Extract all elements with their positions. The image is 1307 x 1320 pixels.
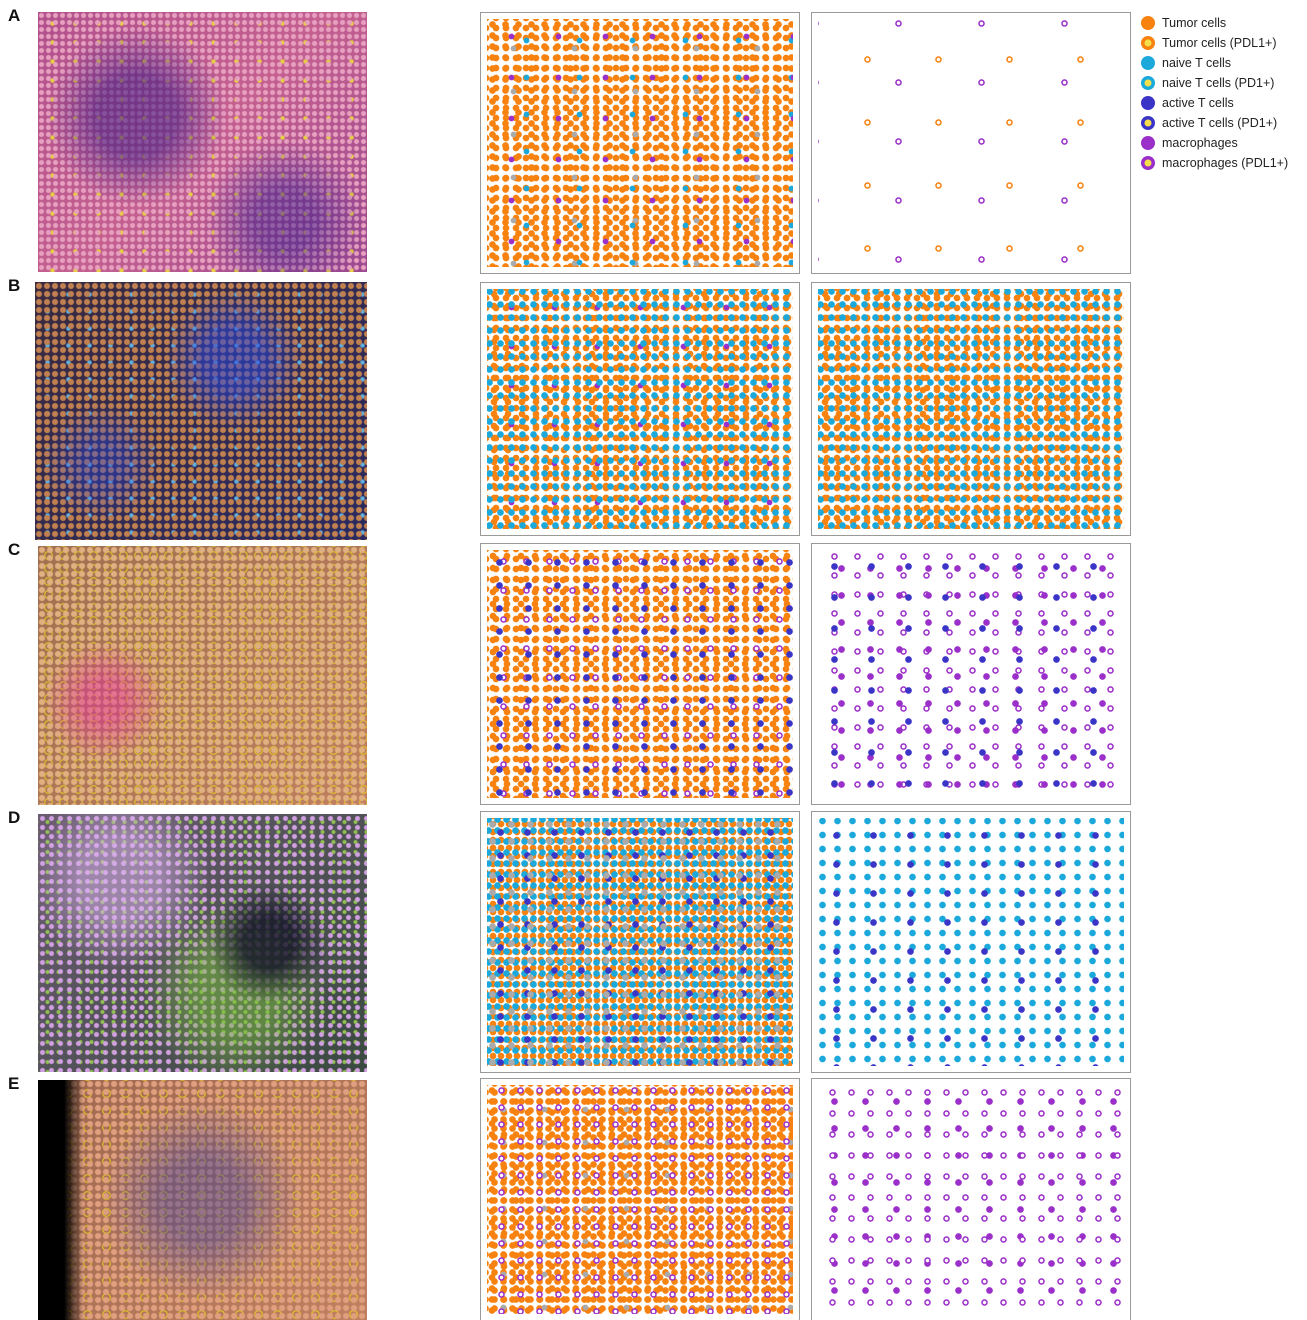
microscopy-image — [38, 546, 367, 805]
legend-entry: active T cells — [1140, 93, 1288, 113]
legend-marker — [1140, 35, 1156, 51]
cell-map-subset — [811, 12, 1131, 274]
cell-map — [480, 282, 800, 536]
panel-label: E — [8, 1074, 19, 1094]
legend: Tumor cells Tumor cells (PDL1+) naive T ce… — [1140, 13, 1288, 173]
legend-label: active T cells — [1162, 96, 1234, 110]
panel-label: A — [8, 6, 20, 26]
legend-label: naive T cells (PD1+) — [1162, 76, 1274, 90]
legend-entry: Tumor cells (PDL1+) — [1140, 33, 1288, 53]
cell-map-subset — [811, 1078, 1131, 1320]
cell-map — [480, 811, 800, 1073]
cell-map-subset — [811, 543, 1131, 805]
legend-entry: Tumor cells — [1140, 13, 1288, 33]
panel-label: C — [8, 540, 20, 560]
legend-entry: macrophages — [1140, 133, 1288, 153]
legend-label: macrophages — [1162, 136, 1238, 150]
figure: {"panels":[{"label":"A"},{"label":"B"},{… — [0, 0, 1307, 1320]
legend-marker — [1140, 55, 1156, 71]
panel-label: B — [8, 276, 20, 296]
legend-entry: active T cells (PD1+) — [1140, 113, 1288, 133]
legend-label: Tumor cells (PDL1+) — [1162, 36, 1277, 50]
legend-label: Tumor cells — [1162, 16, 1226, 30]
microscopy-image — [38, 1080, 367, 1320]
legend-label: active T cells (PD1+) — [1162, 116, 1277, 130]
cell-map — [480, 543, 800, 805]
microscopy-image — [38, 814, 367, 1072]
cell-map-subset — [811, 811, 1131, 1073]
cell-map — [480, 12, 800, 274]
legend-marker — [1140, 115, 1156, 131]
cell-map — [480, 1078, 800, 1320]
legend-marker — [1140, 15, 1156, 31]
legend-entry: macrophages (PDL1+) — [1140, 153, 1288, 173]
panel-label: D — [8, 808, 20, 828]
microscopy-image — [35, 282, 367, 540]
legend-marker — [1140, 95, 1156, 111]
legend-marker — [1140, 155, 1156, 171]
cell-map-subset — [811, 282, 1131, 536]
microscopy-image — [38, 12, 367, 272]
legend-entry: naive T cells — [1140, 53, 1288, 73]
legend-marker — [1140, 75, 1156, 91]
legend-label: naive T cells — [1162, 56, 1231, 70]
legend-marker — [1140, 135, 1156, 151]
legend-entry: naive T cells (PD1+) — [1140, 73, 1288, 93]
legend-label: macrophages (PDL1+) — [1162, 156, 1288, 170]
